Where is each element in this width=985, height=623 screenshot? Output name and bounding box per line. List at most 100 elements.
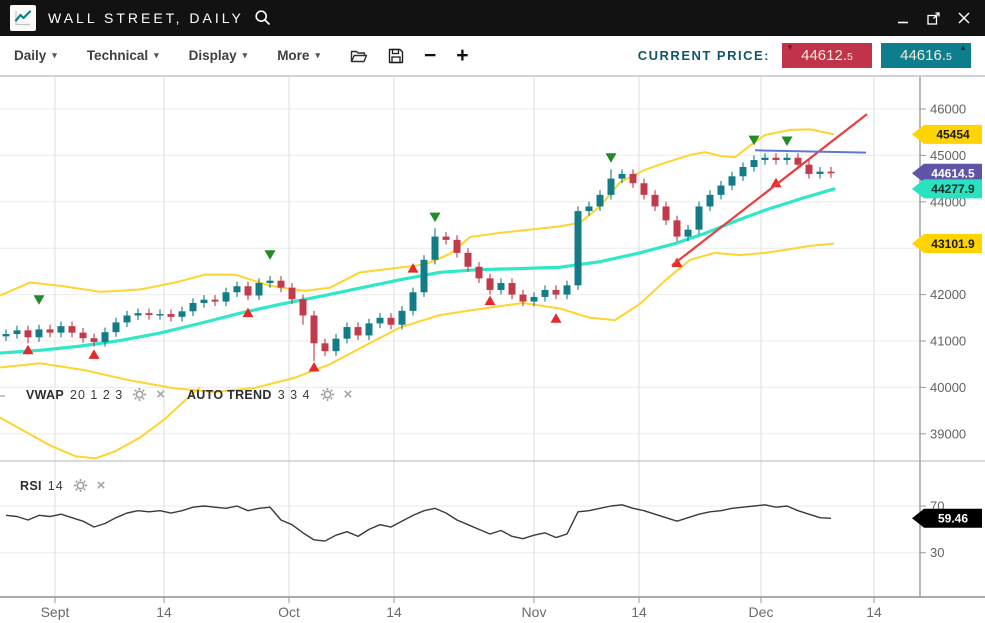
svg-text:45454: 45454 bbox=[936, 128, 970, 142]
price-down-arrow-icon: ▼ bbox=[786, 43, 794, 52]
sell-signal-icon bbox=[429, 212, 441, 223]
price-chart[interactable]: Sept 14 Oct 14 Nov 14 Dec 144600045000440004200… bbox=[0, 77, 985, 623]
buy-signal-icon bbox=[770, 177, 782, 188]
sell-price-button[interactable]: ▼ 44612.5 bbox=[782, 43, 872, 68]
candle-body bbox=[310, 315, 318, 344]
candle-body bbox=[266, 280, 274, 283]
vwap-label: VWAP bbox=[26, 387, 65, 402]
candle-body bbox=[827, 171, 835, 174]
candle-body bbox=[90, 338, 98, 342]
price-tick-label: 40000 bbox=[930, 380, 966, 395]
rsi-remove-icon[interactable]: × bbox=[96, 477, 106, 494]
candle-body bbox=[662, 206, 670, 221]
chart-area: Sept 14 Oct 14 Nov 14 Dec 14 46000 45000 44000 4200… bbox=[0, 77, 985, 623]
popout-button[interactable] bbox=[926, 11, 941, 26]
close-button[interactable] bbox=[957, 11, 971, 25]
x-axis-label: Oct bbox=[278, 604, 300, 620]
technical-dropdown[interactable]: Technical ▾ bbox=[87, 48, 159, 63]
autotrend-legend: AUTO TREND 3 3 4 × bbox=[187, 387, 352, 402]
candle-body bbox=[486, 278, 494, 290]
candle-body bbox=[409, 292, 417, 311]
candle-body bbox=[398, 310, 406, 325]
toolbar: Daily ▾ Technical ▾ Display ▾ More ▾ bbox=[0, 36, 985, 77]
display-dropdown[interactable]: Display ▾ bbox=[189, 48, 248, 63]
candle-body bbox=[607, 178, 615, 195]
price-tick-label: 45000 bbox=[930, 148, 966, 163]
candle-body bbox=[420, 259, 428, 293]
save-icon[interactable] bbox=[388, 48, 404, 64]
buy-price-button[interactable]: 44616.5 ▲ bbox=[881, 43, 971, 68]
candle-body bbox=[541, 289, 549, 297]
candle-body bbox=[519, 294, 527, 302]
buy-signal-icon bbox=[308, 361, 320, 372]
display-dropdown-label: Display bbox=[188, 48, 237, 63]
axis-price-tag bbox=[912, 233, 982, 253]
x-axis-label: Dec bbox=[749, 604, 774, 620]
current-price-label: CURRENT PRICE: bbox=[637, 48, 770, 63]
candle-body bbox=[101, 332, 109, 342]
candle-body bbox=[112, 322, 120, 333]
candle-body bbox=[508, 283, 516, 295]
candle-body bbox=[68, 326, 76, 333]
vwap-upper-band bbox=[0, 128, 835, 297]
vwap-remove-icon[interactable]: × bbox=[156, 386, 165, 403]
candle-body bbox=[431, 236, 439, 260]
axis-price-tag bbox=[912, 163, 982, 183]
candle-body bbox=[453, 239, 461, 253]
rsi-label: RSI bbox=[20, 478, 42, 493]
candle-body bbox=[442, 236, 450, 240]
chevron-down-icon: ▾ bbox=[315, 50, 320, 60]
vwap-center-line bbox=[0, 187, 836, 355]
chevron-down-icon: ▾ bbox=[52, 50, 57, 60]
autotrend-params: 3 3 4 bbox=[277, 387, 311, 402]
rsi-settings-icon[interactable] bbox=[73, 478, 88, 493]
autotrend-remove-icon[interactable]: × bbox=[343, 386, 353, 403]
candle-body bbox=[772, 157, 780, 161]
search-icon[interactable] bbox=[254, 9, 272, 27]
candle-body bbox=[343, 327, 351, 339]
daily-dropdown-label: Daily bbox=[14, 48, 47, 63]
candle-body bbox=[618, 173, 626, 179]
candle-body bbox=[673, 220, 681, 237]
price-tick-label: 42000 bbox=[930, 287, 966, 302]
candle-body bbox=[46, 329, 54, 333]
more-dropdown[interactable]: More ▾ bbox=[277, 48, 320, 63]
autotrend-settings-icon[interactable] bbox=[320, 387, 335, 402]
sell-signal-icon bbox=[605, 153, 617, 163]
daily-dropdown[interactable]: Daily ▾ bbox=[14, 48, 57, 63]
candle-body bbox=[211, 299, 219, 302]
sell-price-value: 44612.5 bbox=[801, 47, 853, 64]
vwap-settings-icon[interactable] bbox=[132, 387, 147, 402]
chevron-down-icon: ▾ bbox=[154, 50, 159, 60]
candle-body bbox=[684, 229, 692, 237]
candle-body bbox=[783, 157, 791, 161]
x-axis-label: 14 bbox=[386, 604, 402, 620]
vwap-params: 20 1 2 3 bbox=[70, 387, 124, 402]
rsi-tick-label: 30 bbox=[930, 545, 944, 560]
open-folder-icon[interactable] bbox=[350, 48, 368, 64]
zoom-in-button[interactable]: + bbox=[456, 44, 469, 67]
resistance-line bbox=[754, 149, 867, 154]
rsi-params: 14 bbox=[47, 478, 64, 493]
svg-text:44614.5: 44614.5 bbox=[931, 167, 975, 181]
zoom-out-button[interactable]: − bbox=[423, 44, 437, 67]
candle-body bbox=[717, 185, 725, 195]
rsi-series-line bbox=[5, 504, 832, 542]
price-tick-label: 46000 bbox=[930, 102, 966, 117]
candle-body bbox=[695, 206, 703, 230]
candle-body bbox=[794, 157, 802, 165]
candle-body bbox=[288, 287, 296, 300]
minimize-button[interactable] bbox=[897, 12, 910, 25]
candle-body bbox=[299, 299, 307, 316]
candle-body bbox=[475, 266, 483, 279]
x-axis-label: Sept bbox=[41, 604, 70, 620]
candle-body bbox=[376, 317, 384, 324]
candle-body bbox=[145, 313, 153, 316]
candle-body bbox=[354, 327, 362, 336]
buy-signal-icon bbox=[550, 313, 562, 323]
autotrend-label: AUTO TREND bbox=[186, 387, 272, 402]
buy-signal-icon bbox=[88, 349, 100, 359]
candle-body bbox=[750, 160, 758, 167]
buy-price-value: 44616.5 bbox=[900, 47, 952, 64]
